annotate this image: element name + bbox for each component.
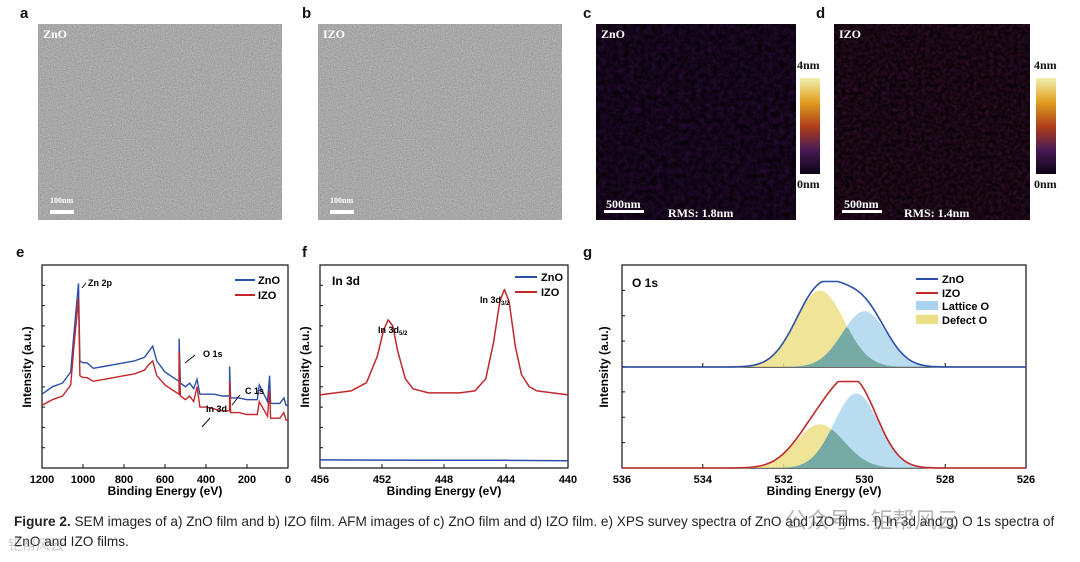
x-tick-label: 600 [156, 474, 174, 486]
sem-image-izo: IZO 100nm [318, 24, 562, 220]
afm-label-izo: IZO [839, 27, 862, 41]
watermark-bottom: 钜帮风云 [8, 537, 64, 553]
panel-letter-f: f [302, 244, 307, 261]
x-tick-label: 800 [115, 474, 133, 486]
defect-o-area [702, 290, 954, 367]
y-axis-label: Intensity (a.u.) [298, 326, 312, 407]
x-tick-label: 528 [936, 474, 954, 486]
chart-f: 456 452 448 444 440 In 3d ZnO IZO In 3d5/2 I… [298, 264, 577, 498]
legend-label-lattice: Lattice O [942, 301, 990, 313]
scale-bar [604, 210, 644, 213]
x-tick-label: 530 [855, 474, 873, 486]
panel-letter-g: g [583, 244, 593, 261]
annotation-zn2p: Zn 2p [88, 278, 113, 288]
afm-label-zno: ZnO [601, 27, 626, 41]
scale-bar [842, 210, 882, 213]
x-tick-label: 532 [774, 474, 792, 486]
annotation-o1s: O 1s [203, 349, 223, 359]
x-tick-label: 0 [285, 474, 291, 486]
sem-label-izo: IZO [323, 27, 346, 41]
legend-label-zno: ZnO [258, 275, 280, 287]
afm-image-izo: IZO 500nm RMS: 1.4nm [834, 24, 1030, 220]
x-tick-label: 444 [497, 474, 516, 486]
y-axis-label: Intensity (a.u.) [597, 326, 611, 407]
panel-letter-e: e [16, 244, 25, 261]
rms-label: RMS: 1.8nm [668, 206, 734, 220]
colorbar [1036, 78, 1056, 174]
scale-label: 500nm [844, 197, 879, 211]
x-axis-label: Binding Energy (eV) [108, 484, 223, 498]
colorbar-top-label: 4nm [797, 58, 820, 72]
colorbar [800, 78, 820, 174]
overlap-area [702, 327, 954, 367]
afm-image-zno: ZnO 500nm RMS: 1.8nm [596, 24, 796, 220]
watermark: 公众号 · 钜帮风云 [785, 508, 959, 533]
figure-caption: Figure 2. SEM images of a) ZnO film and … [14, 512, 1070, 552]
panel-title: O 1s [632, 276, 658, 290]
caption-label: Figure 2. [14, 514, 71, 529]
panel-letter-b: b [302, 5, 312, 22]
scale-label: 100nm [330, 196, 354, 205]
scale-bar [50, 210, 74, 214]
annotation-in3d: In 3d [206, 404, 227, 414]
x-tick-label: 1000 [71, 474, 95, 486]
plot-frame [319, 264, 569, 469]
y-axis-label: Intensity (a.u.) [20, 326, 34, 407]
legend-label-izo: IZO [942, 288, 961, 300]
x-axis-label: Binding Energy (eV) [767, 484, 882, 498]
legend-swatch-lattice [916, 301, 938, 310]
x-tick-label: 526 [1017, 474, 1035, 486]
x-tick-label: 400 [197, 474, 215, 486]
panel-title: In 3d [332, 274, 360, 288]
x-tick-label: 456 [311, 474, 329, 486]
colorbar-top-label: 4nm [1034, 58, 1057, 72]
legend-label-zno: ZnO [541, 272, 563, 284]
colorbar-bottom-label: 0nm [797, 177, 820, 191]
peak-label-3d32: In 3d3/2 [480, 295, 510, 307]
caption-text: SEM images of a) ZnO film and b) IZO fil… [14, 514, 1055, 549]
colorbar-bottom-label: 0nm [1034, 177, 1057, 191]
annotation-c1s: C 1s [245, 386, 264, 396]
sem-image-zno: ZnO 100nm [38, 24, 282, 220]
panel-letter-c: c [583, 5, 592, 22]
legend-label-zno: ZnO [942, 274, 964, 286]
panel-letter-d: d [816, 5, 826, 22]
overlap-area [702, 429, 954, 468]
chart-e: 1200 1000 800 600 400 200 0 ZnO IZO Zn 2p O 1s… [20, 264, 291, 498]
envelope-line-zno [622, 280, 1026, 368]
x-tick-label: 452 [373, 474, 391, 486]
envelope-line-izo [622, 380, 1026, 469]
lattice-o-area [702, 393, 954, 468]
chart-g: 536 534 532 530 528 526 O 1s ZnO IZO Lattice … [597, 264, 1035, 498]
scale-bar [330, 210, 354, 214]
x-tick-label: 440 [559, 474, 577, 486]
x-tick-label: 448 [435, 474, 453, 486]
peak-label-3d52: In 3d5/2 [378, 325, 408, 337]
x-tick-label: 1200 [30, 474, 54, 486]
series-line-zno [319, 459, 569, 462]
x-tick-label: 200 [238, 474, 256, 486]
legend-label-izo: IZO [258, 290, 277, 302]
legend-swatch-defect [916, 315, 938, 324]
lattice-o-area [702, 311, 954, 367]
legend-label-izo: IZO [541, 287, 560, 299]
scale-label: 500nm [606, 197, 641, 211]
panel-letter-a: a [20, 5, 29, 22]
scale-label: 100nm [50, 196, 74, 205]
x-tick-label: 536 [613, 474, 631, 486]
x-tick-label: 534 [694, 474, 713, 486]
series-line-izo [41, 298, 288, 421]
series-line-izo [319, 288, 569, 396]
rms-label: RMS: 1.4nm [904, 206, 970, 220]
x-axis-label: Binding Energy (eV) [387, 484, 502, 498]
sem-label-zno: ZnO [43, 27, 68, 41]
legend-label-defect: Defect O [942, 315, 988, 327]
